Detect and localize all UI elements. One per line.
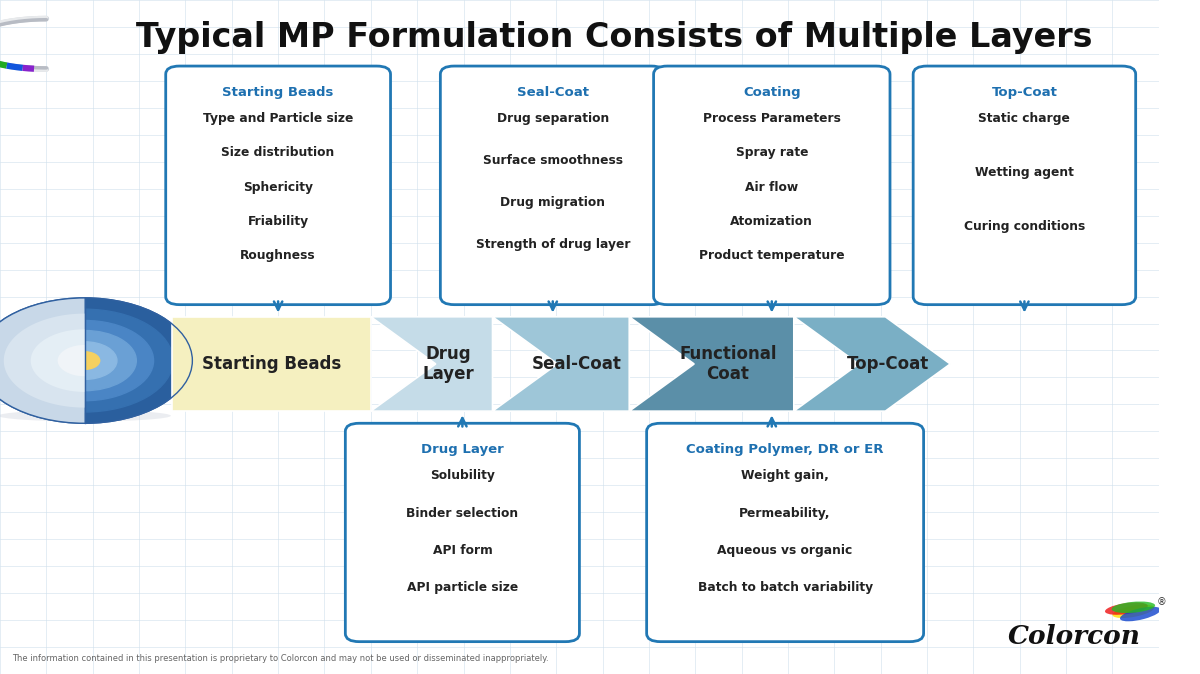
Circle shape bbox=[32, 330, 137, 391]
Polygon shape bbox=[492, 317, 629, 411]
Text: Seal-Coat: Seal-Coat bbox=[517, 86, 589, 99]
FancyBboxPatch shape bbox=[166, 66, 390, 305]
Ellipse shape bbox=[1120, 607, 1160, 621]
Circle shape bbox=[0, 298, 192, 423]
Text: ®: ® bbox=[1157, 597, 1166, 607]
FancyBboxPatch shape bbox=[654, 66, 890, 305]
Text: Aqueous vs organic: Aqueous vs organic bbox=[718, 544, 853, 557]
FancyBboxPatch shape bbox=[346, 423, 580, 642]
Text: Size distribution: Size distribution bbox=[222, 146, 335, 159]
Text: Sphericity: Sphericity bbox=[244, 181, 313, 193]
Text: Product temperature: Product temperature bbox=[698, 249, 845, 262]
Text: Permeability,: Permeability, bbox=[739, 507, 830, 520]
Text: Friability: Friability bbox=[247, 215, 308, 228]
Text: Strength of drug layer: Strength of drug layer bbox=[475, 238, 630, 251]
Text: Functional
Coat: Functional Coat bbox=[679, 344, 776, 384]
Text: Static charge: Static charge bbox=[978, 112, 1070, 125]
Polygon shape bbox=[4, 313, 84, 408]
Ellipse shape bbox=[1105, 603, 1148, 615]
Text: Colorcon: Colorcon bbox=[1008, 624, 1141, 650]
Polygon shape bbox=[58, 345, 84, 376]
Text: Spray rate: Spray rate bbox=[736, 146, 808, 159]
Text: Typical MP Formulation Consists of Multiple Layers: Typical MP Formulation Consists of Multi… bbox=[136, 21, 1092, 53]
Text: Roughness: Roughness bbox=[240, 249, 316, 262]
Text: Coating Polymer, DR or ER: Coating Polymer, DR or ER bbox=[686, 443, 884, 456]
Circle shape bbox=[53, 342, 116, 379]
Circle shape bbox=[0, 309, 173, 412]
Ellipse shape bbox=[0, 410, 170, 421]
Text: API particle size: API particle size bbox=[407, 582, 518, 594]
Ellipse shape bbox=[1112, 605, 1154, 618]
Text: Type and Particle size: Type and Particle size bbox=[203, 112, 353, 125]
Text: Top-Coat: Top-Coat bbox=[847, 355, 929, 373]
Text: Drug
Layer: Drug Layer bbox=[422, 344, 474, 384]
Text: Coating: Coating bbox=[743, 86, 800, 99]
Text: Batch to batch variability: Batch to batch variability bbox=[697, 582, 872, 594]
Circle shape bbox=[70, 352, 100, 369]
Text: Process Parameters: Process Parameters bbox=[703, 112, 841, 125]
Text: Drug separation: Drug separation bbox=[497, 112, 608, 125]
Polygon shape bbox=[371, 317, 492, 411]
Text: Weight gain,: Weight gain, bbox=[742, 469, 829, 482]
FancyBboxPatch shape bbox=[913, 66, 1135, 305]
Circle shape bbox=[16, 320, 154, 401]
FancyBboxPatch shape bbox=[440, 66, 665, 305]
Text: Starting Beads: Starting Beads bbox=[222, 86, 334, 99]
Text: Binder selection: Binder selection bbox=[407, 507, 518, 520]
Text: Drug Layer: Drug Layer bbox=[421, 443, 504, 456]
Polygon shape bbox=[794, 317, 950, 411]
FancyBboxPatch shape bbox=[647, 423, 924, 642]
Polygon shape bbox=[31, 329, 84, 392]
Ellipse shape bbox=[1111, 601, 1156, 613]
Text: Solubility: Solubility bbox=[430, 469, 494, 482]
Text: Curing conditions: Curing conditions bbox=[964, 220, 1085, 233]
Text: The information contained in this presentation is proprietary to Colorcon and ma: The information contained in this presen… bbox=[12, 654, 548, 663]
Text: Drug migration: Drug migration bbox=[500, 195, 605, 209]
Text: Atomization: Atomization bbox=[731, 215, 814, 228]
Text: Air flow: Air flow bbox=[745, 181, 798, 193]
Polygon shape bbox=[172, 317, 371, 411]
Polygon shape bbox=[629, 317, 794, 411]
Text: Seal-Coat: Seal-Coat bbox=[532, 355, 622, 373]
Polygon shape bbox=[0, 298, 84, 423]
Text: API form: API form bbox=[432, 544, 492, 557]
Text: Wetting agent: Wetting agent bbox=[974, 166, 1074, 179]
Text: Surface smoothness: Surface smoothness bbox=[482, 154, 623, 167]
Text: Top-Coat: Top-Coat bbox=[991, 86, 1057, 99]
Text: Starting Beads: Starting Beads bbox=[202, 355, 341, 373]
